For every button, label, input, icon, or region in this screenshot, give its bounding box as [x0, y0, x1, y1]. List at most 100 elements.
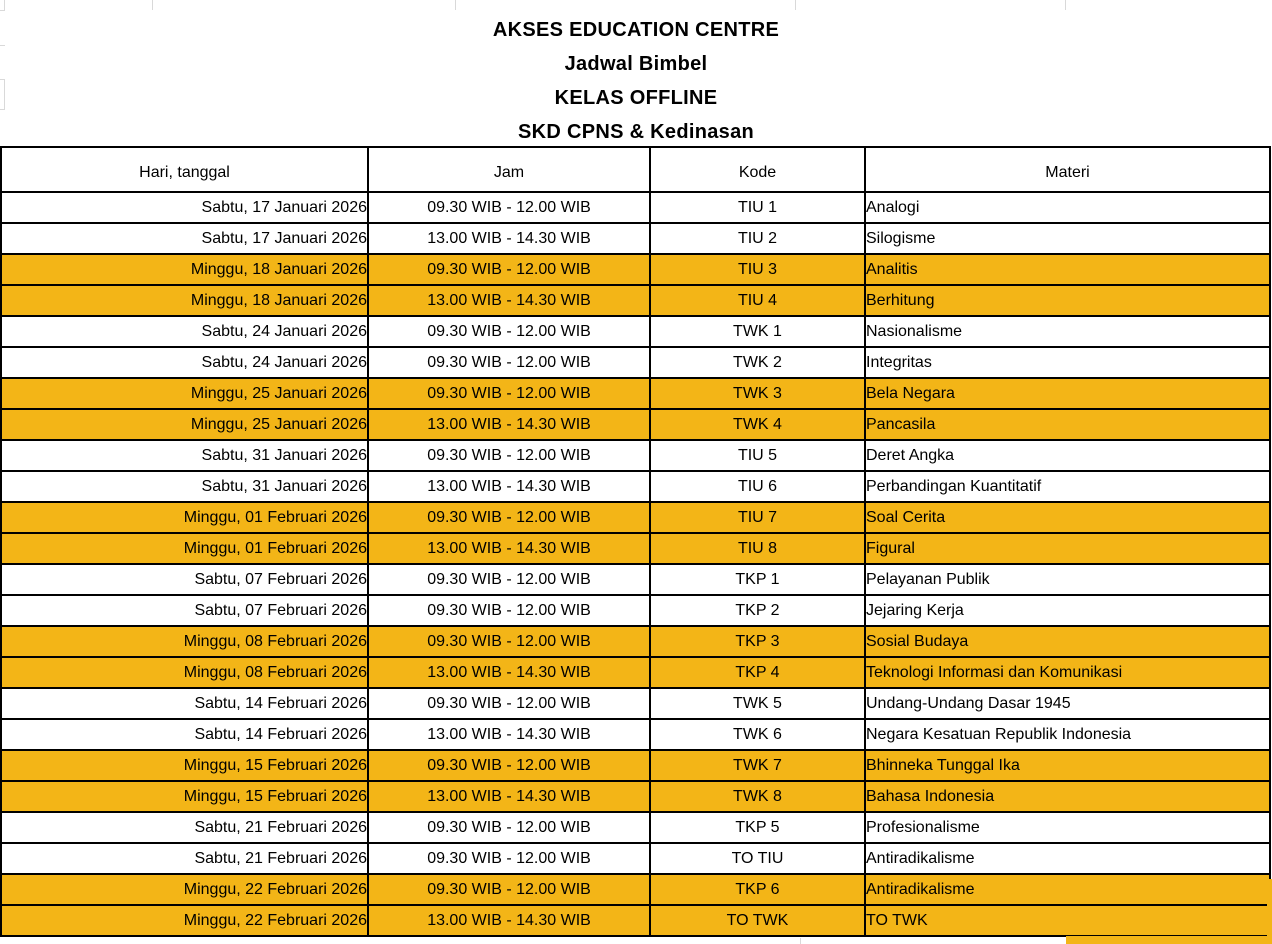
cell-hari-tanggal: Sabtu, 17 Januari 2026 — [0, 222, 369, 255]
schedule-row-7: Minggu, 25 Januari 2026 09.30 WIB - 12.00… — [0, 377, 1271, 410]
cell-hari-tanggal: Sabtu, 07 Februari 2026 — [0, 563, 369, 596]
cell-hari-tanggal: Sabtu, 24 Januari 2026 — [0, 346, 369, 379]
cell-kode: TWK 4 — [649, 408, 866, 441]
schedule-table-header: Hari, tanggal Jam Kode Materi — [0, 146, 1271, 193]
cell-materi: Bela Negara — [864, 377, 1271, 410]
schedule-row-17: Sabtu, 14 Februari 2026 09.30 WIB - 12.00… — [0, 687, 1271, 720]
cell-materi: Antiradikalisme — [864, 873, 1271, 906]
highlight-spill-right — [1267, 879, 1272, 944]
cell-kode: TKP 2 — [649, 594, 866, 627]
schedule-row-11: Minggu, 01 Februari 2026 09.30 WIB - 12.0… — [0, 501, 1271, 534]
cell-hari-tanggal: Minggu, 18 Januari 2026 — [0, 253, 369, 286]
cell-jam: 09.30 WIB - 12.00 WIB — [367, 873, 651, 906]
cell-materi: Perbandingan Kuantitatif — [864, 470, 1271, 503]
cell-kode: TO TWK — [649, 904, 866, 937]
schedule-row-23: Minggu, 22 Februari 2026 09.30 WIB - 12.0… — [0, 873, 1271, 906]
gridline-artifact — [795, 0, 796, 10]
schedule-row-1: Sabtu, 17 Januari 2026 09.30 WIB - 12.00 … — [0, 191, 1271, 224]
cell-hari-tanggal: Sabtu, 21 Februari 2026 — [0, 842, 369, 875]
cell-jam: 09.30 WIB - 12.00 WIB — [367, 687, 651, 720]
document-title-block: AKSES EDUCATION CENTRE Jadwal Bimbel KEL… — [0, 13, 1272, 149]
cell-hari-tanggal: Minggu, 22 Februari 2026 — [0, 904, 369, 937]
cell-jam: 13.00 WIB - 14.30 WIB — [367, 470, 651, 503]
cell-kode: TIU 1 — [649, 191, 866, 224]
cell-jam: 09.30 WIB - 12.00 WIB — [367, 563, 651, 596]
schedule-row-9: Sabtu, 31 Januari 2026 09.30 WIB - 12.00 … — [0, 439, 1271, 472]
gridline-artifact — [455, 0, 456, 10]
highlight-spill-bottom — [1066, 936, 1272, 944]
cell-hari-tanggal: Sabtu, 24 Januari 2026 — [0, 315, 369, 348]
cell-jam: 13.00 WIB - 14.30 WIB — [367, 284, 651, 317]
cell-hari-tanggal: Sabtu, 17 Januari 2026 — [0, 191, 369, 224]
cell-hari-tanggal: Minggu, 18 Januari 2026 — [0, 284, 369, 317]
schedule-row-14: Sabtu, 07 Februari 2026 09.30 WIB - 12.00… — [0, 594, 1271, 627]
cell-hari-tanggal: Sabtu, 14 Februari 2026 — [0, 718, 369, 751]
cell-materi: Negara Kesatuan Republik Indonesia — [864, 718, 1271, 751]
cell-materi: TO TWK — [864, 904, 1271, 937]
header-row: Hari, tanggal Jam Kode Materi — [0, 146, 1271, 193]
cell-jam: 09.30 WIB - 12.00 WIB — [367, 315, 651, 348]
cell-materi: Analogi — [864, 191, 1271, 224]
title-program: SKD CPNS & Kedinasan — [517, 121, 755, 143]
gridline-artifact — [0, 0, 5, 11]
cell-kode: TIU 2 — [649, 222, 866, 255]
title-institution: AKSES EDUCATION CENTRE — [492, 19, 780, 41]
cell-kode: TWK 7 — [649, 749, 866, 782]
schedule-row-3: Minggu, 18 Januari 2026 09.30 WIB - 12.00… — [0, 253, 1271, 286]
cell-hari-tanggal: Minggu, 15 Februari 2026 — [0, 749, 369, 782]
cell-jam: 09.30 WIB - 12.00 WIB — [367, 439, 651, 472]
cell-hari-tanggal: Sabtu, 07 Februari 2026 — [0, 594, 369, 627]
cell-kode: TWK 8 — [649, 780, 866, 813]
cell-materi: Silogisme — [864, 222, 1271, 255]
cell-kode: TIU 6 — [649, 470, 866, 503]
cell-hari-tanggal: Minggu, 01 Februari 2026 — [0, 532, 369, 565]
gridline-artifact — [0, 45, 5, 46]
cell-jam: 09.30 WIB - 12.00 WIB — [367, 377, 651, 410]
schedule-row-16: Minggu, 08 Februari 2026 13.00 WIB - 14.3… — [0, 656, 1271, 689]
schedule-row-12: Minggu, 01 Februari 2026 13.00 WIB - 14.3… — [0, 532, 1271, 565]
cell-materi: Jejaring Kerja — [864, 594, 1271, 627]
cell-materi: Bhinneka Tunggal Ika — [864, 749, 1271, 782]
cell-jam: 13.00 WIB - 14.30 WIB — [367, 904, 651, 937]
cell-jam: 09.30 WIB - 12.00 WIB — [367, 346, 651, 379]
cell-kode: TIU 8 — [649, 532, 866, 565]
cell-kode: TKP 6 — [649, 873, 866, 906]
cell-kode: TKP 3 — [649, 625, 866, 658]
cell-materi: Deret Angka — [864, 439, 1271, 472]
cell-kode: TIU 4 — [649, 284, 866, 317]
cell-kode: TKP 4 — [649, 656, 866, 689]
cell-jam: 13.00 WIB - 14.30 WIB — [367, 780, 651, 813]
cell-hari-tanggal: Sabtu, 21 Februari 2026 — [0, 811, 369, 844]
schedule-row-5: Sabtu, 24 Januari 2026 09.30 WIB - 12.00 … — [0, 315, 1271, 348]
cell-materi: Pelayanan Publik — [864, 563, 1271, 596]
cell-kode: TIU 7 — [649, 501, 866, 534]
cell-hari-tanggal: Sabtu, 14 Februari 2026 — [0, 687, 369, 720]
cell-materi: Pancasila — [864, 408, 1271, 441]
cell-materi: Sosial Budaya — [864, 625, 1271, 658]
cell-hari-tanggal: Sabtu, 31 Januari 2026 — [0, 439, 369, 472]
cell-jam: 09.30 WIB - 12.00 WIB — [367, 625, 651, 658]
gridline-artifact — [0, 79, 5, 110]
cell-materi: Nasionalisme — [864, 315, 1271, 348]
col-header-jam: Jam — [367, 146, 651, 193]
cell-hari-tanggal: Minggu, 01 Februari 2026 — [0, 501, 369, 534]
cell-materi: Analitis — [864, 253, 1271, 286]
cell-jam: 13.00 WIB - 14.30 WIB — [367, 408, 651, 441]
schedule-table-body: Sabtu, 17 Januari 2026 09.30 WIB - 12.00 … — [0, 191, 1271, 937]
cell-materi: Soal Cerita — [864, 501, 1271, 534]
schedule-row-24: Minggu, 22 Februari 2026 13.00 WIB - 14.3… — [0, 904, 1271, 937]
schedule-row-20: Minggu, 15 Februari 2026 13.00 WIB - 14.3… — [0, 780, 1271, 813]
schedule-row-13: Sabtu, 07 Februari 2026 09.30 WIB - 12.00… — [0, 563, 1271, 596]
schedule-row-2: Sabtu, 17 Januari 2026 13.00 WIB - 14.30 … — [0, 222, 1271, 255]
cell-materi: Berhitung — [864, 284, 1271, 317]
schedule-row-10: Sabtu, 31 Januari 2026 13.00 WIB - 14.30 … — [0, 470, 1271, 503]
cell-kode: TKP 1 — [649, 563, 866, 596]
cell-kode: TIU 3 — [649, 253, 866, 286]
gridline-artifact — [800, 938, 801, 944]
cell-jam: 13.00 WIB - 14.30 WIB — [367, 656, 651, 689]
cell-materi: Undang-Undang Dasar 1945 — [864, 687, 1271, 720]
schedule-table: Hari, tanggal Jam Kode Materi Sabtu, 17 … — [0, 146, 1271, 937]
cell-hari-tanggal: Minggu, 08 Februari 2026 — [0, 625, 369, 658]
cell-hari-tanggal: Minggu, 15 Februari 2026 — [0, 780, 369, 813]
